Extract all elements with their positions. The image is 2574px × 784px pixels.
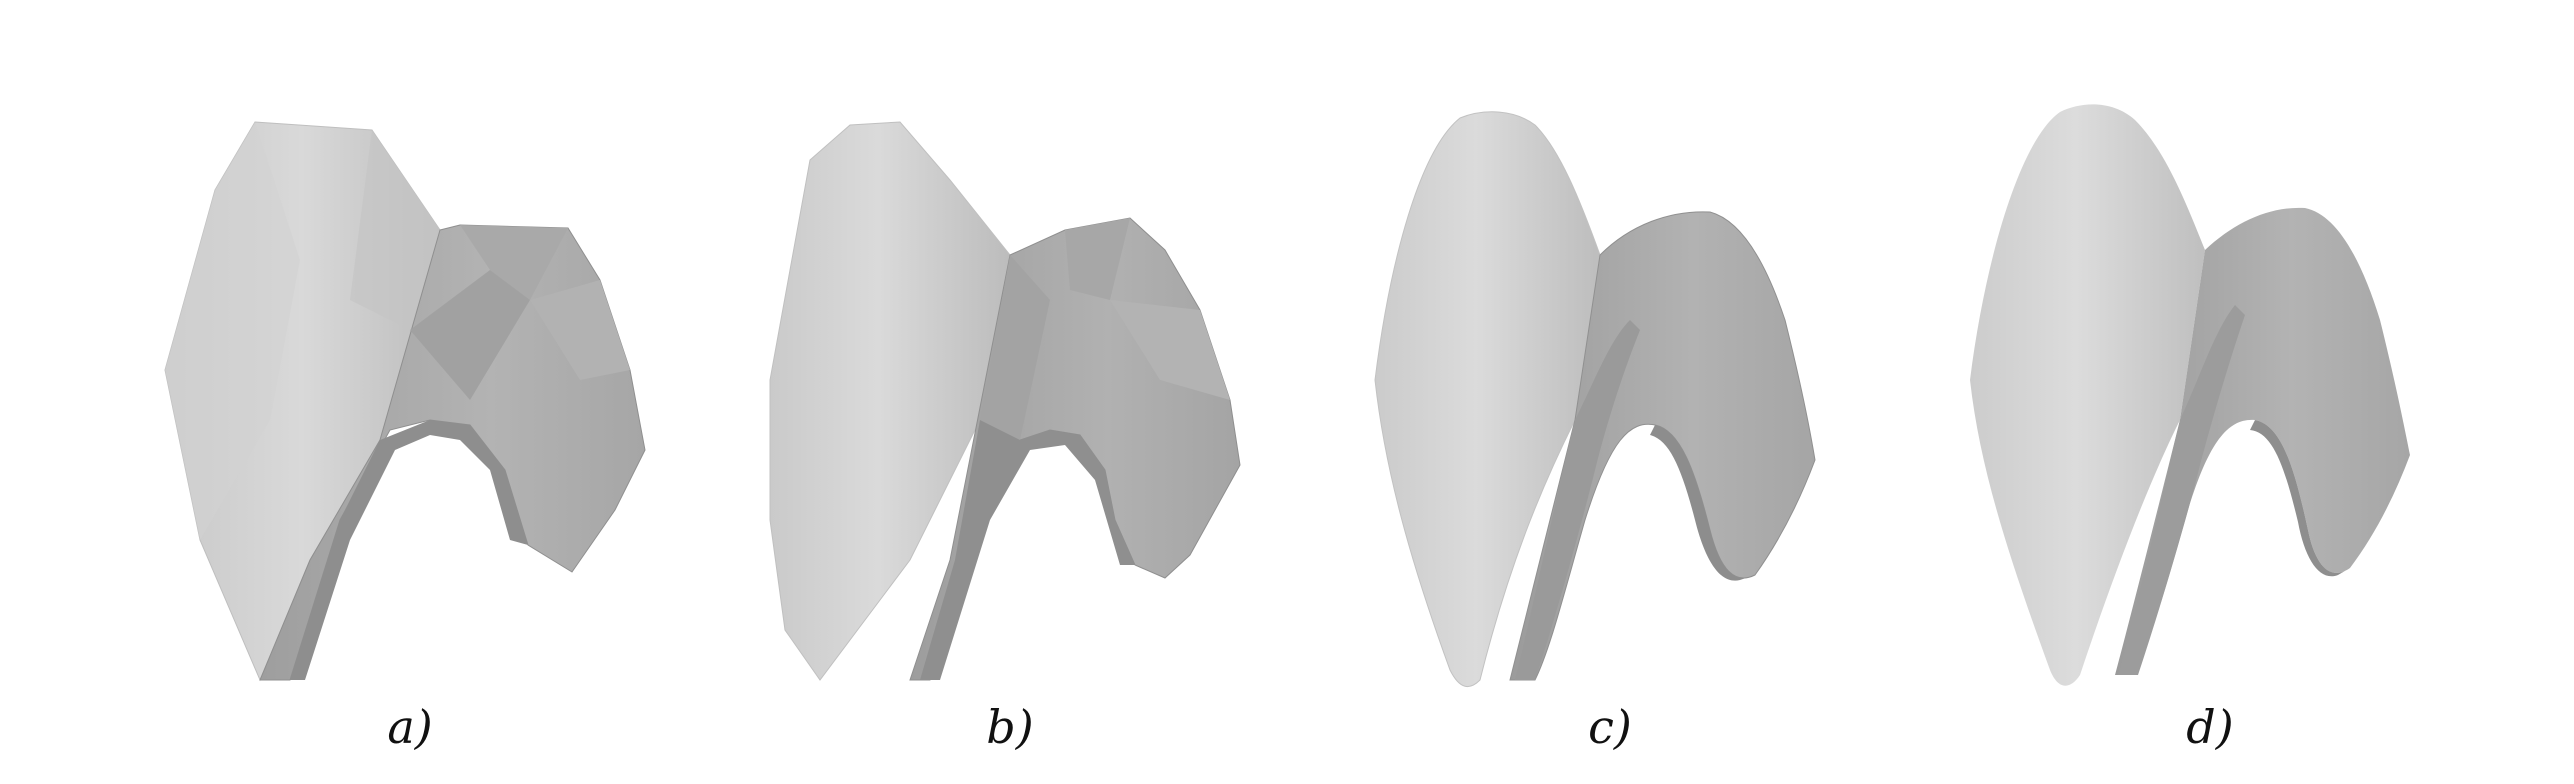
caption-a: a): [387, 700, 433, 754]
panel-c: c): [1310, 0, 1910, 784]
caption-c: c): [1588, 700, 1632, 754]
saddle-surface-b: [769, 121, 1241, 681]
panel-a: a): [110, 0, 710, 784]
panel-b: b): [710, 0, 1310, 784]
saddle-surface-a: [164, 121, 646, 682]
saddle-surface-c: [1374, 111, 1816, 688]
panel-d: d): [1910, 0, 2510, 784]
saddle-surface-d: [1970, 104, 2410, 686]
caption-d: d): [2186, 700, 2234, 754]
caption-b: b): [986, 700, 1034, 754]
